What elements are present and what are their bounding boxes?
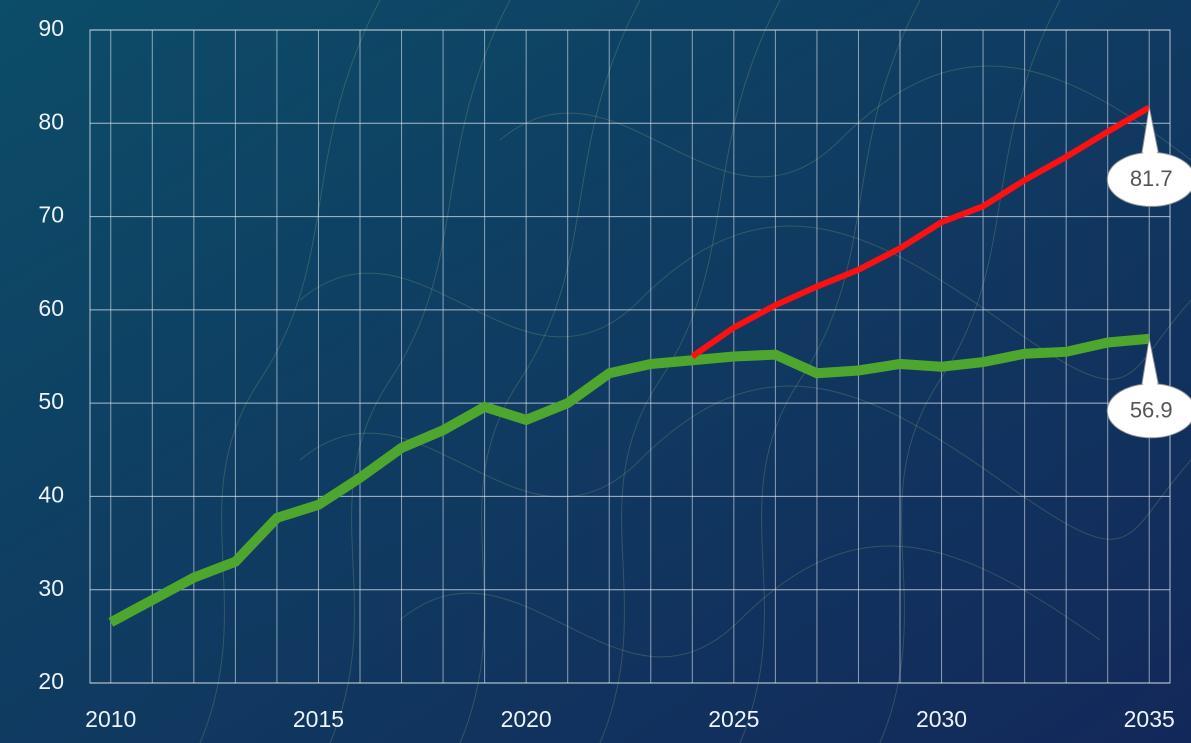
callout-pointer-cover [1142,109,1159,160]
x-tick-label: 2035 [1124,706,1175,732]
series-line [690,104,1151,359]
y-tick-label: 70 [38,202,64,228]
callout: 81.7 [1106,107,1191,207]
x-tick-label: 2025 [708,706,759,732]
y-tick-label: 50 [38,388,64,414]
y-tick-label: 80 [38,108,64,134]
x-tick-label: 2015 [293,706,344,732]
series-line [108,333,1150,627]
y-tick-label: 20 [38,668,64,694]
y-tick-label: 60 [38,295,64,321]
plot-frame [89,29,1171,684]
x-tick-label: 2030 [916,706,967,732]
marks: 56.9 81.7 [108,104,1191,627]
callout-pointer-cover [1142,340,1159,391]
data-label: 81.7 [1130,166,1173,191]
x-tick-label: 2010 [85,706,136,732]
callout: 56.9 [1106,338,1191,439]
y-tick-label: 90 [38,15,64,41]
y-tick-label: 30 [38,575,64,601]
y-tick-label: 40 [38,482,64,508]
data-label: 56.9 [1130,398,1173,423]
x-tick-label: 2020 [501,706,552,732]
